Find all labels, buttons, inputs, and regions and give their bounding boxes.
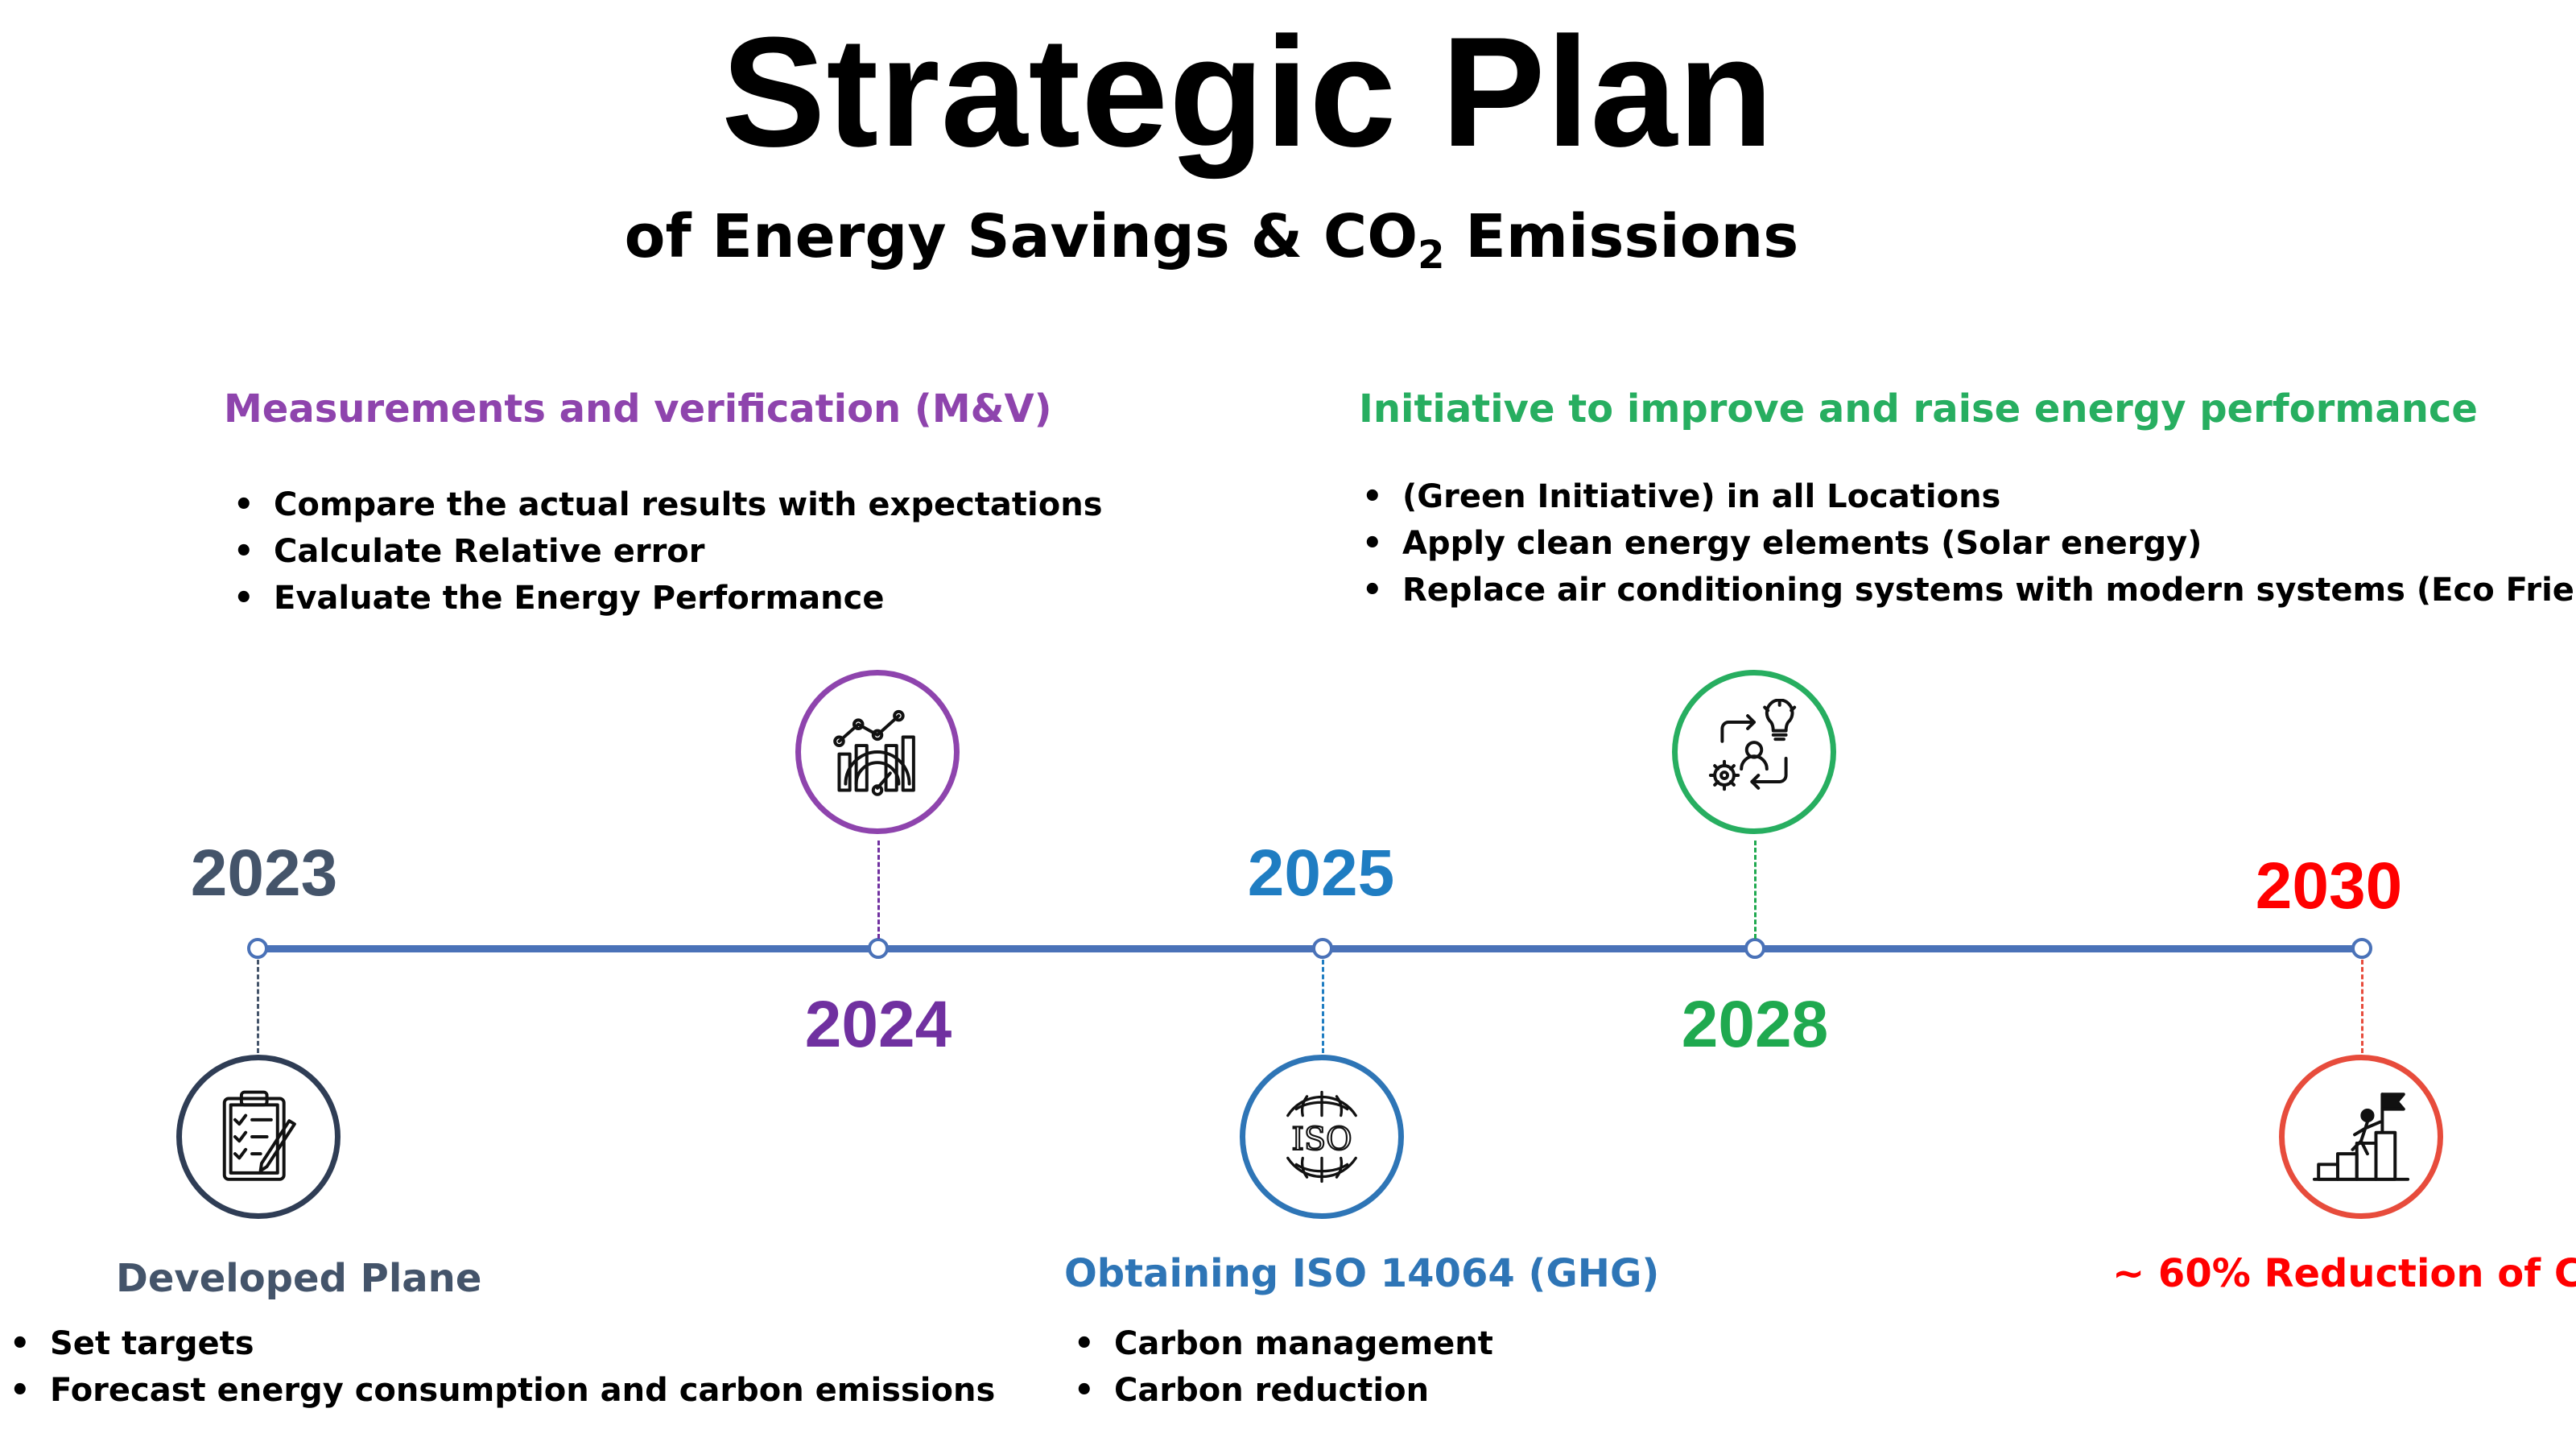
milestone-2025-label: Obtaining ISO 14064 (GHG) — [1064, 1251, 1660, 1296]
connector-2024 — [877, 841, 880, 939]
page-title: Strategic Plan — [721, 5, 1774, 180]
timeline-node-2028 — [1744, 938, 1765, 959]
connector-2030 — [2361, 960, 2363, 1053]
list-item: Calculate Relative error — [230, 528, 1103, 575]
milestone-2023-label: Developed Plane — [116, 1256, 482, 1301]
iso-globe-icon: ISO — [1286, 1090, 1357, 1183]
clipboard-checklist-icon — [222, 1090, 296, 1181]
milestone-2025-circle: ISO — [1240, 1055, 1404, 1219]
milestone-2030-label: ~ 60% Reduction of CO2 — [2112, 1251, 2576, 1296]
timeline-line — [258, 945, 2362, 952]
connector-2023 — [257, 960, 259, 1053]
list-item: Apply clean energy elements (Solar energ… — [1359, 520, 2576, 567]
milestone-2028-circle — [1672, 670, 1836, 834]
list-item: Compare the actual results with expectat… — [230, 481, 1103, 528]
analytics-dashboard-icon — [833, 709, 915, 796]
year-2030: 2030 — [2255, 849, 2403, 923]
milestone-2024-circle — [795, 670, 960, 834]
timeline-node-2024 — [868, 938, 889, 959]
year-2025: 2025 — [1247, 836, 1395, 910]
timeline-node-2025 — [1312, 938, 1333, 959]
list-item: Forecast energy consumption and carbon e… — [6, 1367, 995, 1414]
innovation-cycle-icon — [1708, 699, 1797, 791]
milestone-2025-list: Carbon management Carbon reduction — [1071, 1320, 1493, 1414]
mv-list: Compare the actual results with expectat… — [230, 481, 1103, 622]
connector-2028 — [1754, 841, 1757, 939]
list-item: Carbon reduction — [1071, 1367, 1493, 1414]
year-2024: 2024 — [804, 988, 952, 1061]
connector-2025 — [1322, 960, 1324, 1053]
list-item: Evaluate the Energy Performance — [230, 575, 1103, 622]
goal-summit-icon — [2312, 1093, 2410, 1181]
list-item: Carbon management — [1071, 1320, 1493, 1367]
year-2028: 2028 — [1681, 988, 1829, 1061]
milestone-2023-list: Set targets Forecast energy consumption … — [6, 1320, 995, 1414]
milestone-2023-circle — [176, 1055, 341, 1219]
list-item: Replace air conditioning systems with mo… — [1359, 567, 2576, 613]
year-2023: 2023 — [190, 836, 338, 910]
page-subtitle: of Energy Savings & CO2 Emissions — [624, 202, 1799, 278]
timeline-node-2030 — [2351, 938, 2372, 959]
svg-text:ISO: ISO — [1291, 1121, 1352, 1158]
mv-heading: Measurements and verification (M&V) — [224, 386, 1052, 432]
timeline-node-2023 — [247, 938, 268, 959]
milestone-2030-circle — [2279, 1055, 2443, 1219]
list-item: Set targets — [6, 1320, 995, 1367]
list-item: (Green Initiative) in all Locations — [1359, 473, 2576, 520]
initiative-heading: Initiative to improve and raise energy p… — [1359, 386, 2478, 432]
initiative-list: (Green Initiative) in all Locations Appl… — [1359, 473, 2576, 613]
